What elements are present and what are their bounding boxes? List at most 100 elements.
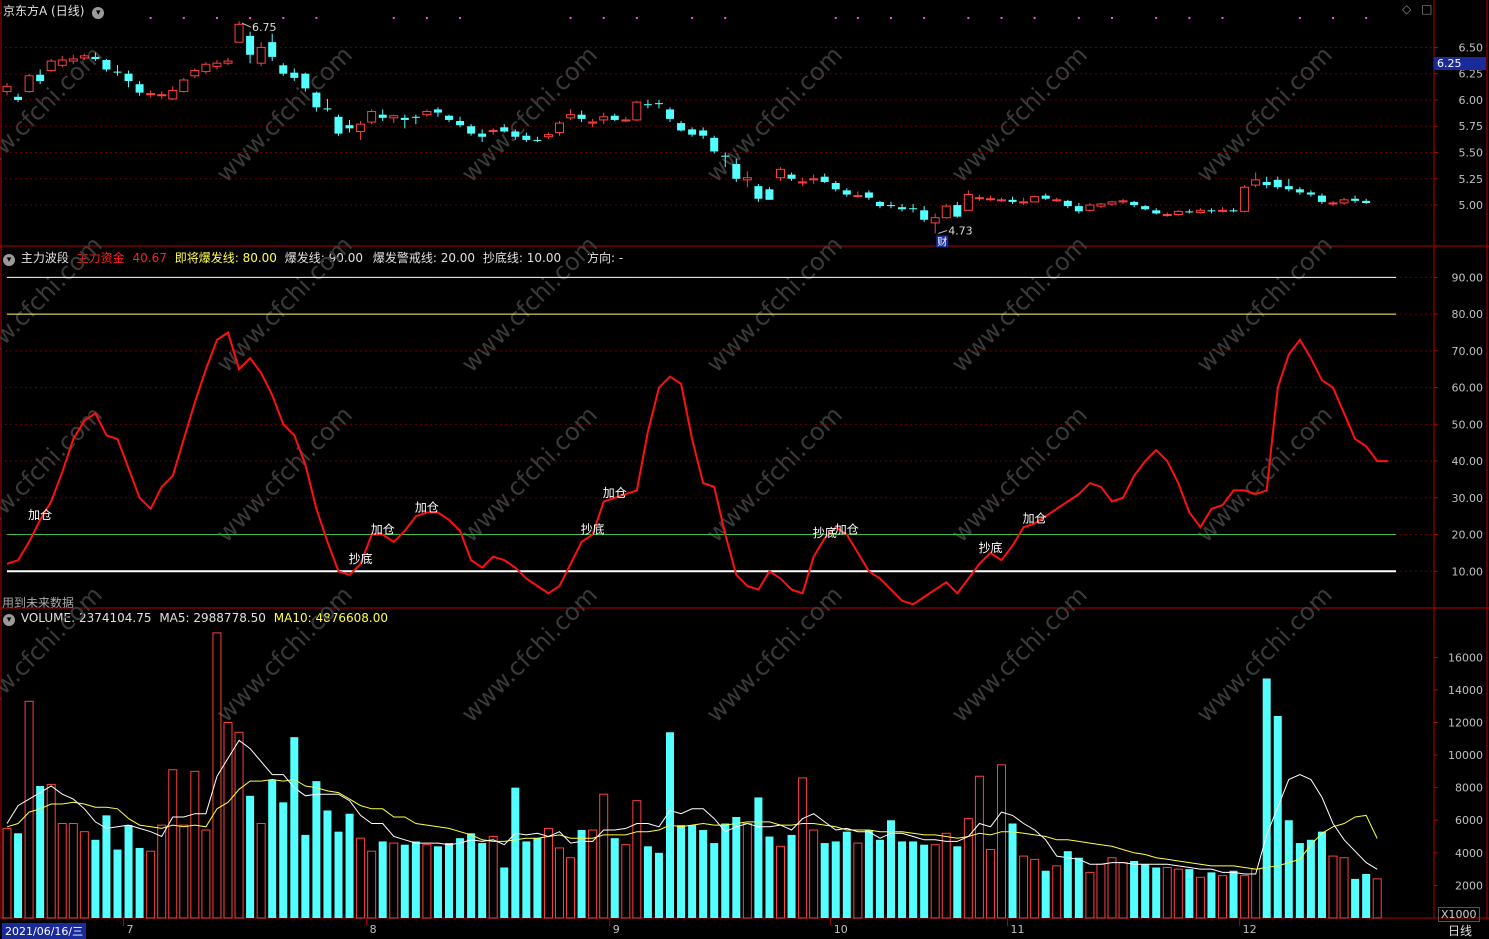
- candle-body: [1152, 210, 1161, 214]
- candle: [920, 206, 929, 222]
- volume-bar: [91, 839, 100, 918]
- candle: [1262, 176, 1271, 189]
- volume-bar: [367, 850, 377, 919]
- candle-body: [677, 123, 686, 131]
- signal-dot: [182, 17, 185, 19]
- ma5-value: 2988778.50: [193, 611, 266, 625]
- candle: [732, 158, 741, 182]
- indicator-name[interactable]: 主力波段: [20, 251, 69, 265]
- candle: [511, 129, 520, 140]
- candle-body: [312, 92, 321, 108]
- date-cursor-box[interactable]: 2021/06/16/三: [2, 923, 87, 939]
- candle-body: [610, 115, 619, 120]
- watermark-text: www.cfchi.com: [946, 581, 1093, 728]
- candle: [378, 109, 387, 121]
- candle-body: [1041, 195, 1050, 199]
- candle-body: [621, 119, 631, 122]
- candle: [1362, 198, 1371, 205]
- candle: [79, 53, 89, 61]
- candle: [1030, 195, 1040, 203]
- price-annotations: 6.75 4.73财: [149, 17, 1368, 248]
- signal-dot: [856, 17, 859, 19]
- volume-bar: [378, 841, 387, 918]
- direction-value: -: [618, 251, 624, 265]
- chevron-down-icon[interactable]: ▾: [3, 614, 15, 626]
- candle: [113, 65, 122, 76]
- candle: [930, 213, 940, 234]
- chevron-down-icon[interactable]: ▾: [3, 254, 15, 266]
- candle-body: [1229, 210, 1238, 212]
- volume-bar: [511, 787, 520, 918]
- signal-dot: [215, 17, 218, 19]
- candle-body: [1085, 204, 1095, 211]
- candle-body: [1317, 195, 1326, 202]
- signal-label: 抄底: [813, 525, 837, 540]
- candle-body: [268, 42, 277, 57]
- candle: [699, 127, 708, 139]
- candle-body: [334, 116, 343, 134]
- volume-bars[interactable]: [2, 632, 1382, 919]
- indicator-tick-label: 80.00: [1452, 308, 1484, 321]
- warning-value: 20.00: [440, 251, 476, 265]
- candle: [974, 194, 984, 201]
- volume-bar: [102, 815, 111, 918]
- signal-dot: [569, 17, 572, 19]
- volume-bar: [124, 825, 133, 918]
- candle: [632, 101, 642, 121]
- watermark-text: www.cfchi.com: [0, 581, 108, 728]
- candle: [246, 31, 255, 64]
- candle-body: [1019, 201, 1029, 204]
- period-label[interactable]: 日线: [1448, 924, 1473, 938]
- chart-title[interactable]: 京东方A (日线) ▾: [3, 2, 105, 19]
- candle: [1306, 190, 1315, 197]
- candle: [1152, 208, 1161, 215]
- square-icon[interactable]: □: [1421, 2, 1433, 16]
- signal-dot: [282, 17, 285, 19]
- candle: [157, 91, 167, 99]
- signal-label: 抄底: [349, 551, 373, 566]
- volume-bar: [699, 830, 708, 918]
- candle-body: [1273, 179, 1282, 188]
- watermark-text: www.cfchi.com: [1191, 41, 1338, 188]
- chevron-down-icon[interactable]: ▾: [92, 7, 105, 19]
- candle-body: [654, 103, 663, 105]
- volume-tick-label: 6000: [1455, 814, 1483, 827]
- candle-body: [1130, 201, 1139, 206]
- volume-bar: [909, 841, 918, 918]
- candle: [1328, 200, 1338, 207]
- volume-bar: [941, 832, 951, 919]
- candle-body: [930, 217, 940, 224]
- volume-bar: [456, 838, 465, 918]
- candle: [256, 42, 266, 67]
- volume-bar: [1052, 865, 1062, 919]
- candle: [1218, 207, 1227, 213]
- signal-dot: [392, 17, 395, 19]
- indicator-tick-label: 90.00: [1452, 271, 1484, 284]
- volume-tick-label: 12000: [1448, 716, 1483, 729]
- candle-body: [190, 70, 200, 77]
- diamond-icon[interactable]: ◇: [1402, 2, 1412, 16]
- volume-label[interactable]: VOLUME:: [20, 611, 76, 625]
- signal-dot: [923, 17, 926, 19]
- volume-bar: [500, 867, 509, 918]
- candle: [356, 120, 366, 140]
- candle-body: [522, 135, 531, 140]
- candlestick-series[interactable]: [2, 21, 1371, 234]
- month-label: 7: [127, 923, 134, 936]
- volume-bar: [577, 830, 586, 918]
- candle: [875, 200, 884, 209]
- candle: [2, 83, 12, 95]
- candle: [1273, 176, 1282, 190]
- candle: [710, 135, 719, 154]
- volume-bar: [599, 793, 609, 919]
- volume-bar: [1218, 875, 1227, 919]
- candle-body: [1008, 199, 1017, 202]
- watermark-text: www.cfchi.com: [1191, 401, 1338, 548]
- volume-bar: [246, 795, 255, 918]
- candle: [500, 124, 509, 133]
- volume-bar: [1339, 857, 1349, 919]
- indicator-tick-label: 40.00: [1452, 455, 1484, 468]
- volume-bar: [787, 834, 796, 918]
